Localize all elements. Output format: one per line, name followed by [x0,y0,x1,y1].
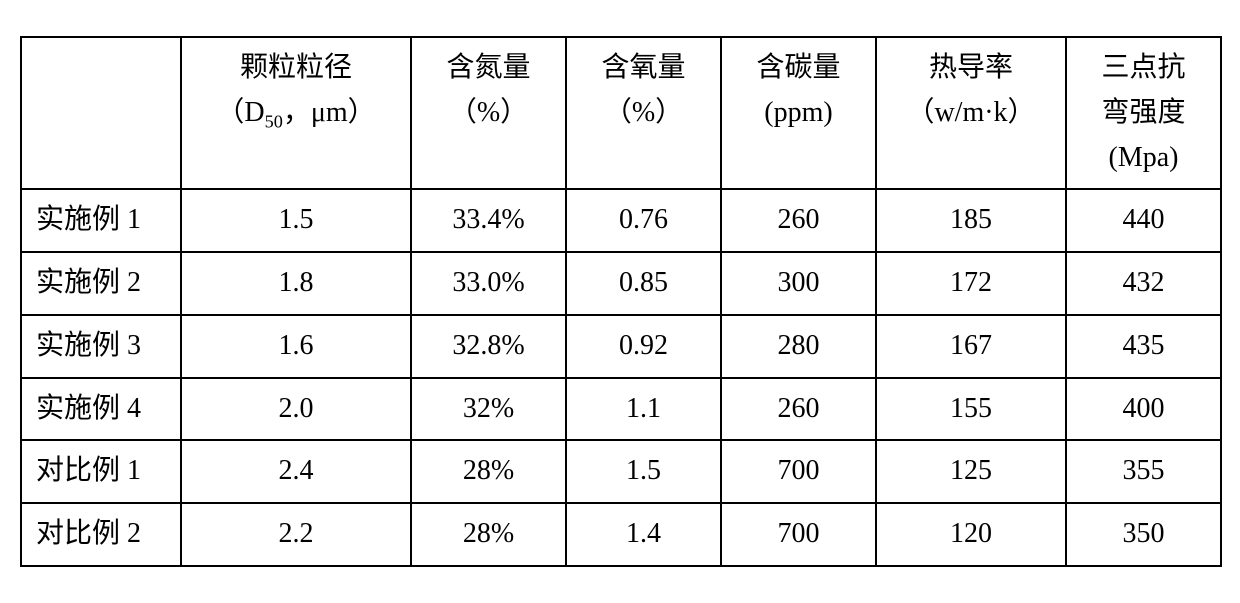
cell-label: 对比例 2 [21,503,181,566]
cell-flex: 400 [1066,378,1221,441]
cell-label: 实施例 1 [21,189,181,252]
cell-o: 0.92 [566,315,721,378]
cell-k: 125 [876,440,1066,503]
cell-flex: 440 [1066,189,1221,252]
table-body: 实施例 1 1.5 33.4% 0.76 260 185 440 实施例 2 1… [21,189,1221,566]
col-header-thermal: 热导率 （w/m·k） [876,37,1066,189]
cell-o: 1.5 [566,440,721,503]
data-table-container: 颗粒粒径 （D50，μm） 含氮量 （%） 含氧量 （%） 含碳量 (ppm) … [20,36,1220,567]
cell-c: 280 [721,315,876,378]
cell-n: 32% [411,378,566,441]
cell-label: 对比例 1 [21,440,181,503]
cell-d50: 1.5 [181,189,411,252]
table-row: 实施例 2 1.8 33.0% 0.85 300 172 432 [21,252,1221,315]
cell-k: 167 [876,315,1066,378]
cell-label: 实施例 4 [21,378,181,441]
cell-n: 28% [411,503,566,566]
cell-k: 155 [876,378,1066,441]
cell-n: 33.0% [411,252,566,315]
cell-label: 实施例 2 [21,252,181,315]
table-row: 实施例 4 2.0 32% 1.1 260 155 400 [21,378,1221,441]
col-header-carbon: 含碳量 (ppm) [721,37,876,189]
data-table: 颗粒粒径 （D50，μm） 含氮量 （%） 含氧量 （%） 含碳量 (ppm) … [20,36,1222,567]
cell-c: 700 [721,503,876,566]
cell-d50: 1.8 [181,252,411,315]
cell-k: 120 [876,503,1066,566]
col-header-d50: 颗粒粒径 （D50，μm） [181,37,411,189]
col-header-nitrogen: 含氮量 （%） [411,37,566,189]
cell-d50: 2.0 [181,378,411,441]
col-header-oxygen: 含氧量 （%） [566,37,721,189]
cell-c: 260 [721,189,876,252]
cell-flex: 355 [1066,440,1221,503]
cell-flex: 350 [1066,503,1221,566]
table-row: 实施例 1 1.5 33.4% 0.76 260 185 440 [21,189,1221,252]
cell-o: 1.1 [566,378,721,441]
col-header-flexural: 三点抗 弯强度 (Mpa) [1066,37,1221,189]
cell-n: 33.4% [411,189,566,252]
cell-d50: 1.6 [181,315,411,378]
cell-d50: 2.2 [181,503,411,566]
cell-flex: 435 [1066,315,1221,378]
table-header-row: 颗粒粒径 （D50，μm） 含氮量 （%） 含氧量 （%） 含碳量 (ppm) … [21,37,1221,189]
cell-o: 1.4 [566,503,721,566]
table-row: 对比例 1 2.4 28% 1.5 700 125 355 [21,440,1221,503]
cell-k: 172 [876,252,1066,315]
table-row: 实施例 3 1.6 32.8% 0.92 280 167 435 [21,315,1221,378]
cell-o: 0.76 [566,189,721,252]
cell-d50: 2.4 [181,440,411,503]
cell-o: 0.85 [566,252,721,315]
cell-c: 700 [721,440,876,503]
cell-flex: 432 [1066,252,1221,315]
cell-n: 32.8% [411,315,566,378]
cell-label: 实施例 3 [21,315,181,378]
cell-n: 28% [411,440,566,503]
cell-c: 300 [721,252,876,315]
table-row: 对比例 2 2.2 28% 1.4 700 120 350 [21,503,1221,566]
col-header-label [21,37,181,189]
cell-k: 185 [876,189,1066,252]
cell-c: 260 [721,378,876,441]
